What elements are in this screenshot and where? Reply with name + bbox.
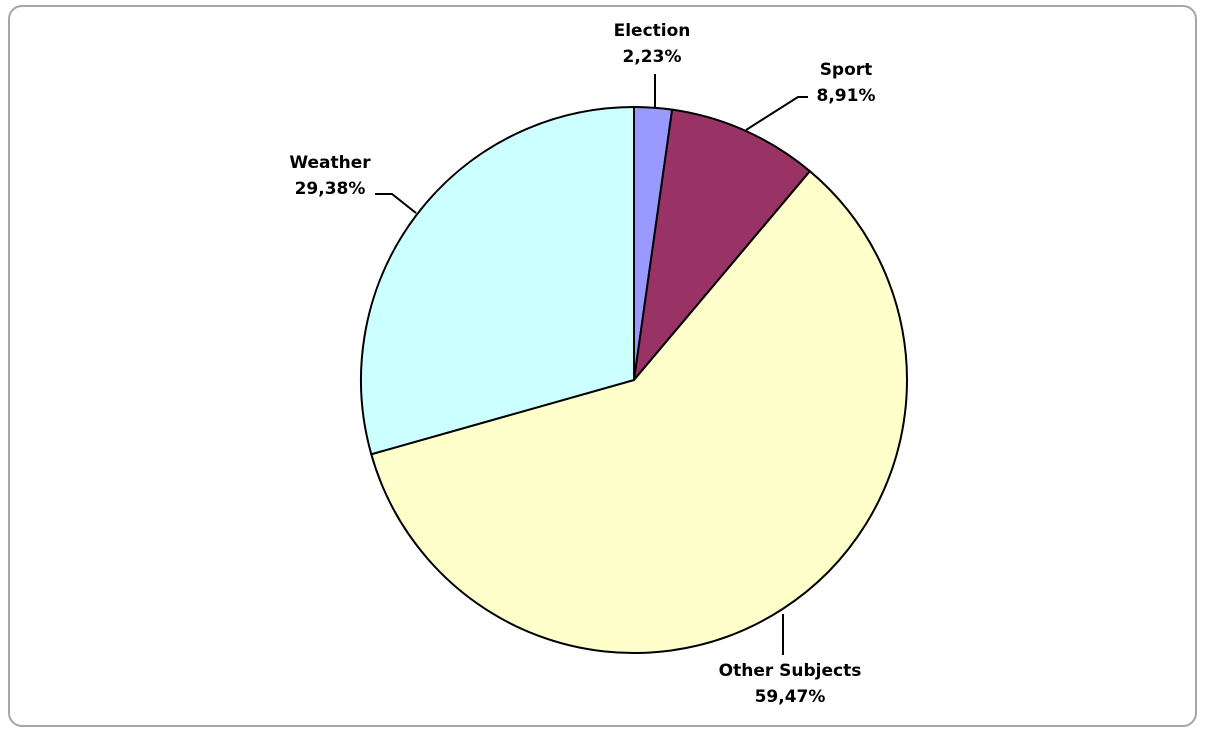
slice-label-sport: Sport	[820, 60, 873, 80]
leader-line-weather	[375, 193, 417, 214]
pie-slice-other-subjects	[370, 170, 908, 654]
leader-lines	[375, 74, 808, 655]
pie-slice-sport	[633, 108, 811, 381]
slice-value-other-subjects: 59,47%	[755, 687, 826, 707]
slice-value-election: 2,23%	[623, 47, 682, 67]
slice-label-election: Election	[614, 21, 691, 41]
slice-labels: Election 2,23% Sport 8,91% Other Subject…	[289, 21, 875, 707]
slice-value-sport: 8,91%	[817, 86, 876, 106]
pie-slices	[360, 106, 908, 654]
leader-line-sport	[745, 96, 808, 131]
slice-label-other-subjects: Other Subjects	[719, 661, 862, 681]
slice-value-weather: 29,38%	[295, 179, 366, 199]
slice-label-weather: Weather	[289, 153, 371, 173]
pie-slice-weather	[360, 106, 635, 456]
